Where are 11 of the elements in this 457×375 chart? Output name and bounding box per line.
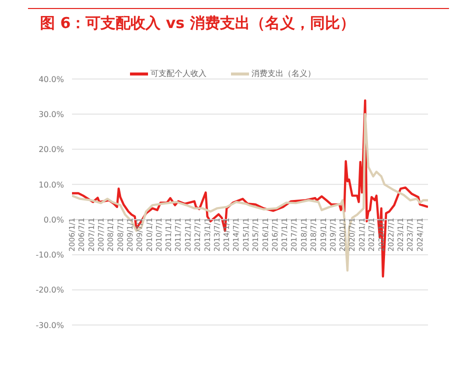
y-tick-label: 30.0% xyxy=(38,110,64,119)
legend-label: 可支配个人收入 xyxy=(150,68,206,79)
y-tick-label: 20.0% xyxy=(38,145,64,154)
y-tick-label: 40.0% xyxy=(38,74,64,84)
chart-title: 图 6：可支配收入 vs 消费支出（名义，同比） xyxy=(40,14,356,34)
y-tick-label: 10.0% xyxy=(38,180,64,190)
y-tick-label: -30.0% xyxy=(36,320,64,330)
legend-label: 消费支出（名义） xyxy=(252,68,316,79)
y-tick-label: 0.0% xyxy=(44,215,64,224)
y-tick-label: -20.0% xyxy=(36,286,64,295)
y-tick-label: -10.0% xyxy=(36,250,64,260)
